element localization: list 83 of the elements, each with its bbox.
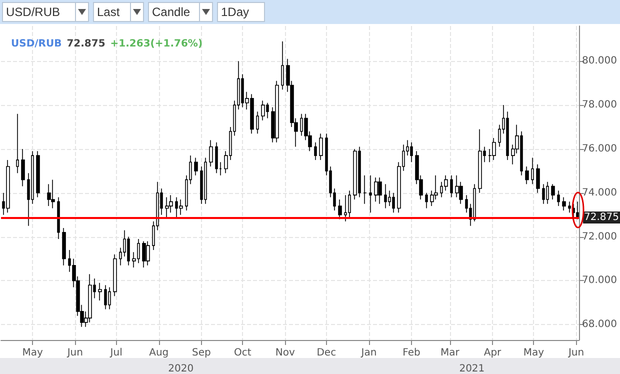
- candlestick: [16, 113, 19, 174]
- candlestick: [104, 284, 107, 310]
- candlestick: [142, 240, 146, 268]
- candlestick: [384, 184, 387, 209]
- candlestick: [378, 177, 382, 204]
- y-tick-label: 78.000: [582, 100, 618, 111]
- candlestick: [542, 184, 545, 204]
- y-tick-label: 74.000: [582, 187, 618, 198]
- x-tick-label: Jul: [109, 348, 122, 358]
- x2-tick-label: 2021: [459, 364, 485, 374]
- x-tick-label: Sep: [192, 348, 211, 358]
- text: USD/RUB 72.875 +1.263(+1.76%): [11, 38, 203, 50]
- candlestick: [281, 40, 284, 90]
- y-tick-label: 68.000: [582, 319, 618, 330]
- candlestick: [113, 254, 117, 296]
- candlestick: [62, 228, 66, 266]
- candlestick: [88, 274, 92, 323]
- candlestick: [261, 100, 265, 121]
- candlestick: [353, 148, 357, 200]
- x-tick-label: Jun: [567, 348, 584, 358]
- text: Last: [96, 4, 121, 21]
- candlestick: [348, 190, 351, 218]
- candlestick: [369, 174, 372, 214]
- candlestick: [551, 184, 555, 200]
- candlestick: [492, 138, 496, 160]
- y-tick-label: 72.000: [582, 231, 618, 242]
- candlestick: [425, 192, 428, 209]
- x-tick-label: May: [523, 348, 544, 358]
- x-tick-label: Jun: [66, 348, 83, 358]
- x-tick-label: Feb: [402, 348, 420, 358]
- candlestick: [557, 190, 560, 206]
- candlestick: [165, 196, 169, 218]
- y-tick-label: 70.000: [582, 275, 618, 286]
- x-tick-label: Jan: [360, 348, 377, 358]
- text: Candle: [151, 4, 192, 21]
- x-tick-label: Dec: [316, 348, 336, 358]
- candlestick: [546, 182, 549, 204]
- candlestick: [338, 199, 342, 220]
- x-tick-label: Apr: [484, 348, 502, 358]
- text: 1Day: [218, 3, 264, 21]
- x2-tick-label: 2020: [168, 364, 194, 374]
- candlestick: [576, 201, 579, 220]
- candlestick: [363, 174, 367, 204]
- candlestick: [57, 196, 60, 240]
- x-tick-label: Nov: [275, 348, 296, 358]
- candlestick: [204, 157, 207, 204]
- candlestick: [98, 282, 102, 301]
- candlestick: [392, 192, 395, 214]
- y-tick-label: 80.000: [582, 56, 618, 67]
- candlestick: [536, 164, 540, 194]
- ref-line-label: 72.875: [584, 212, 620, 223]
- x-tick-label: Mar: [440, 348, 460, 358]
- candlestick: [525, 166, 529, 184]
- candlestick: [169, 194, 173, 214]
- candlestick: [531, 157, 534, 184]
- candlestick: [473, 184, 476, 222]
- x-tick-label: May: [22, 348, 43, 358]
- candlestick: [562, 196, 566, 211]
- candlestick: [478, 128, 482, 194]
- candlestick: [194, 157, 198, 176]
- candlestick: [314, 142, 317, 160]
- candlestick: [275, 80, 279, 143]
- candlestick: [374, 177, 378, 202]
- candlestick: [256, 111, 259, 134]
- candlestick: [36, 150, 40, 198]
- candlestick: [179, 199, 183, 216]
- candlestick: [209, 140, 213, 167]
- candlestick: [344, 194, 347, 222]
- candlestick: [319, 133, 323, 160]
- candlestick: [410, 142, 413, 163]
- candlestick: [108, 286, 111, 310]
- text: USD/RUB: [5, 4, 62, 21]
- x-tick-label: Aug: [149, 348, 169, 358]
- candlestick: [450, 174, 453, 198]
- candlestick: [568, 201, 571, 214]
- candlestick: [146, 240, 150, 266]
- x-tick-label: Oct: [234, 348, 252, 358]
- candlestick: [21, 148, 25, 187]
- candlestick: [51, 179, 55, 209]
- y-tick-label: 76.000: [582, 143, 618, 154]
- candlestick: [215, 142, 218, 174]
- candlestick: [47, 184, 51, 206]
- candlestick: [6, 160, 10, 214]
